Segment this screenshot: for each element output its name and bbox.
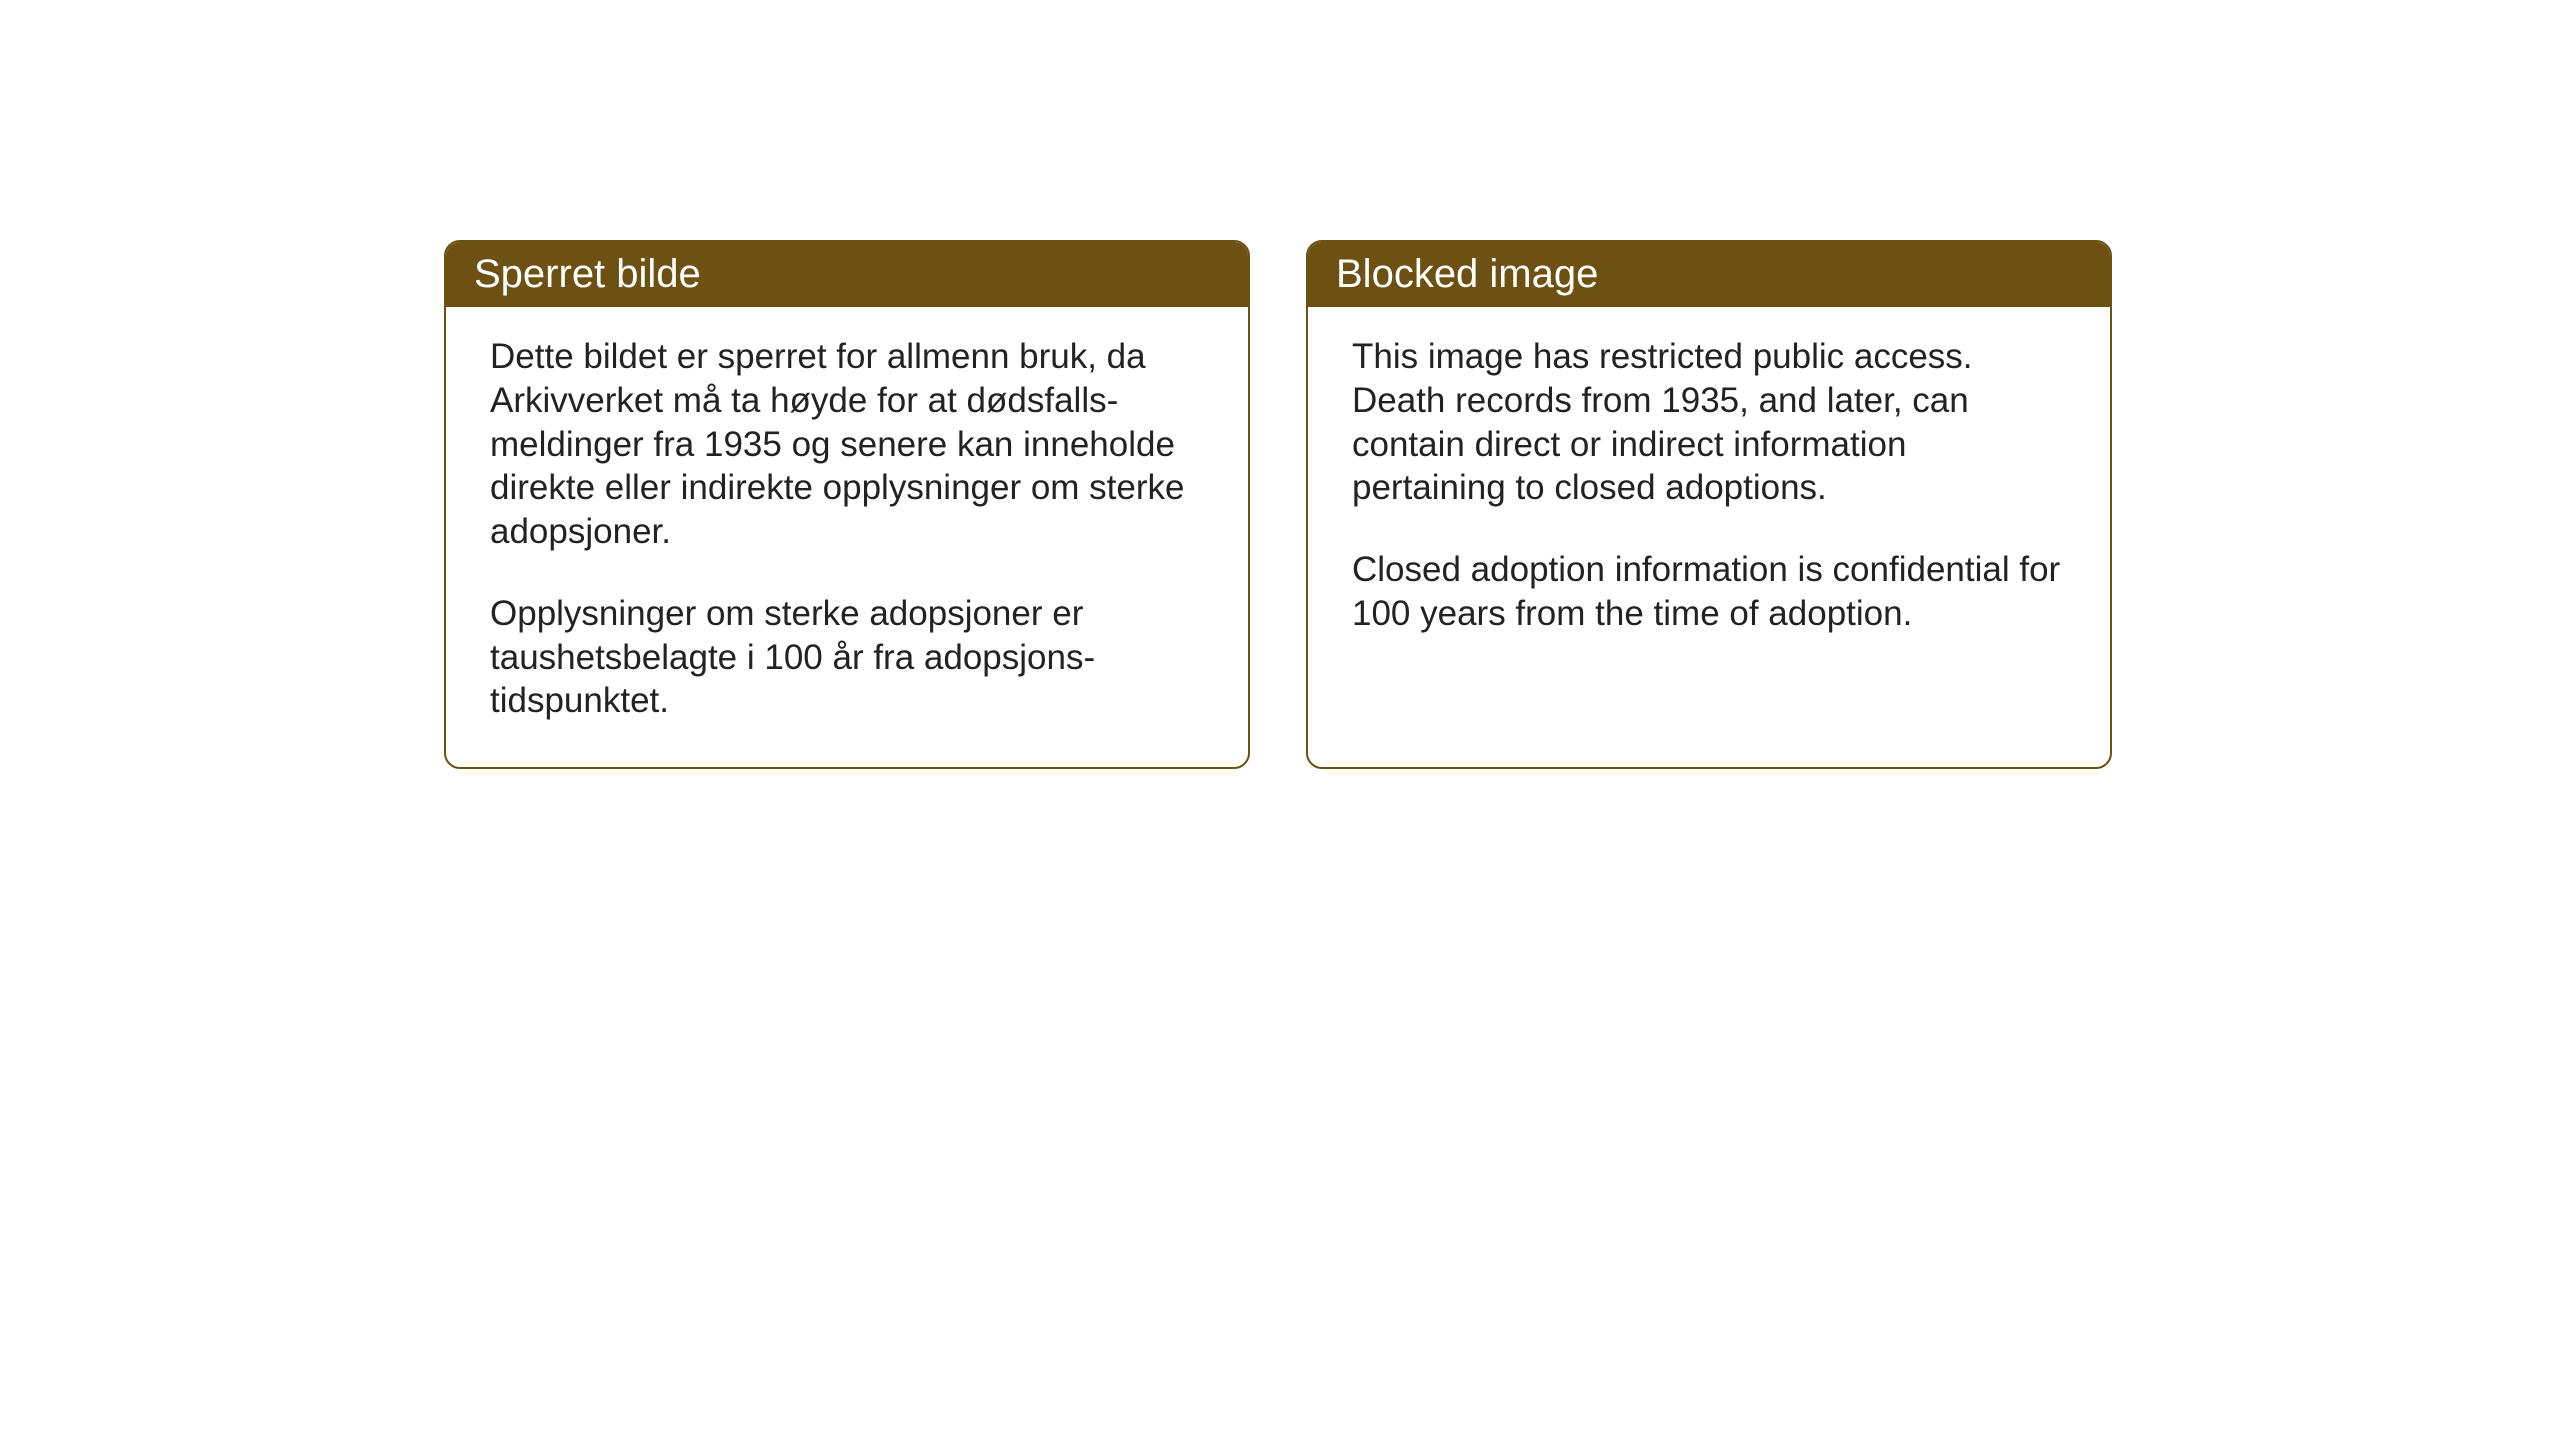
- card-body-norwegian: Dette bildet er sperret for allmenn bruk…: [446, 307, 1248, 767]
- card-title: Sperret bilde: [474, 252, 701, 296]
- card-body-english: This image has restricted public access.…: [1308, 307, 2110, 757]
- card-paragraph: Opplysninger om sterke adopsjoner er tau…: [490, 592, 1204, 723]
- card-paragraph: This image has restricted public access.…: [1352, 335, 2066, 510]
- card-title: Blocked image: [1336, 252, 1598, 296]
- card-header-norwegian: Sperret bilde: [446, 242, 1248, 307]
- card-paragraph: Closed adoption information is confident…: [1352, 548, 2066, 636]
- info-card-norwegian: Sperret bilde Dette bildet er sperret fo…: [444, 240, 1250, 769]
- cards-container: Sperret bilde Dette bildet er sperret fo…: [444, 240, 2112, 769]
- card-paragraph: Dette bildet er sperret for allmenn bruk…: [490, 335, 1204, 554]
- card-header-english: Blocked image: [1308, 242, 2110, 307]
- info-card-english: Blocked image This image has restricted …: [1306, 240, 2112, 769]
